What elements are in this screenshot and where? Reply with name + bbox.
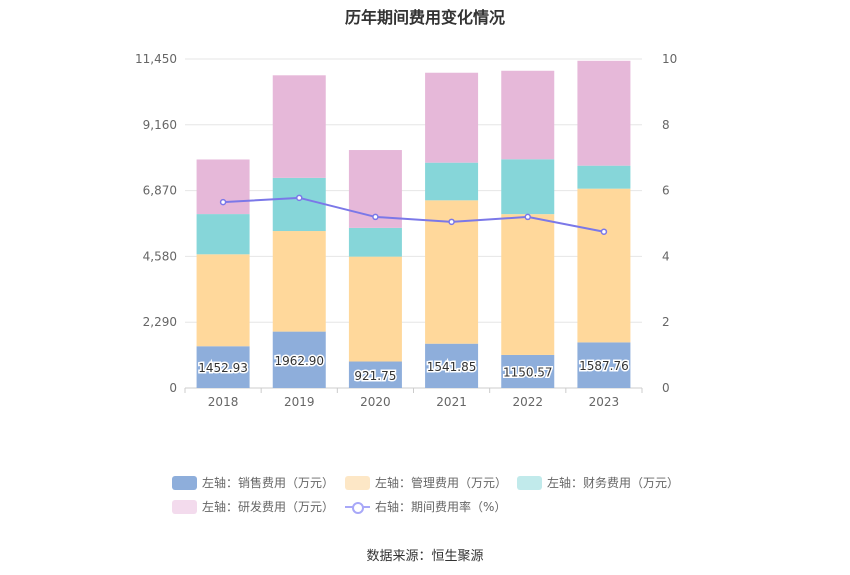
bars bbox=[196, 60, 631, 388]
bar-segment bbox=[577, 188, 631, 343]
rate-line-point bbox=[524, 213, 531, 221]
bar-data-label: 1452.93 bbox=[198, 361, 248, 375]
bar-segment bbox=[272, 177, 326, 232]
bar-segment bbox=[425, 72, 479, 163]
bar-segment bbox=[501, 214, 555, 355]
legend-item-admin[interactable]: 左轴：管理费用（万元） bbox=[345, 474, 507, 491]
left-axis-tick-label: 4,580 bbox=[143, 249, 177, 263]
rate-line-point bbox=[296, 194, 303, 202]
right-axis-tick-label: 4 bbox=[662, 249, 670, 263]
rate-line-point bbox=[372, 213, 379, 221]
bar-segment bbox=[272, 231, 326, 332]
legend-swatch-rate bbox=[345, 500, 370, 514]
right-axis-tick-label: 2 bbox=[662, 315, 670, 329]
bar-segment bbox=[348, 256, 402, 362]
legend-item-finance[interactable]: 左轴：财务费用（万元） bbox=[517, 474, 679, 491]
bar-segment bbox=[501, 70, 555, 160]
bar-segment bbox=[577, 342, 631, 388]
x-axis-tick-label: 2020 bbox=[360, 395, 391, 409]
x-axis-tick-label: 2019 bbox=[284, 395, 315, 409]
rate-line-point bbox=[448, 218, 455, 226]
legend-label-finance: 左轴：财务费用（万元） bbox=[547, 476, 680, 490]
bar-segment bbox=[425, 162, 479, 201]
rate-line bbox=[219, 194, 608, 235]
legend-item-rd[interactable]: 左轴：研发费用（万元） bbox=[172, 498, 334, 515]
axes: 0 0 2,290 2 4,580 4 6,870 6 9,160 8 11,450 10 2018 20… bbox=[135, 52, 677, 409]
legend-item-sales[interactable]: 左轴：销售费用（万元） bbox=[172, 474, 334, 491]
bar-segment bbox=[196, 159, 250, 215]
bar-data-label: 921.75 bbox=[354, 369, 396, 383]
bar-segment bbox=[196, 214, 250, 255]
data-labels: 1452.93 1962.90 921.75 1541.85 1150.57 1587.7… bbox=[197, 352, 630, 384]
right-axis-tick-label: 6 bbox=[662, 184, 670, 198]
legend-swatch-finance bbox=[517, 475, 542, 490]
legend-label-rate: 右轴：期间费用率（%） bbox=[375, 500, 507, 514]
right-axis-tick-label: 0 bbox=[662, 381, 670, 395]
bar-segment bbox=[348, 227, 402, 257]
x-axis-tick-label: 2022 bbox=[512, 395, 543, 409]
bar-segment bbox=[196, 346, 250, 388]
left-axis-tick-label: 9,160 bbox=[143, 118, 177, 132]
x-axis-tick-label: 2018 bbox=[208, 395, 239, 409]
bar-data-label: 1541.85 bbox=[427, 360, 477, 374]
bar-segment bbox=[272, 331, 326, 388]
rate-line-point bbox=[219, 198, 227, 206]
bar-data-label: 1962.90 bbox=[274, 354, 324, 368]
legend-label-admin: 左轴：管理费用（万元） bbox=[375, 476, 508, 490]
left-axis-tick-label: 2,290 bbox=[143, 315, 177, 329]
rate-line-path bbox=[223, 196, 605, 233]
right-axis-tick-label: 8 bbox=[662, 118, 670, 132]
chart-title: 历年期间费用变化情况 bbox=[344, 8, 505, 27]
left-axis-tick-label: 11,450 bbox=[135, 52, 177, 66]
bar-segment bbox=[501, 354, 555, 388]
legend-swatch-sales bbox=[172, 475, 197, 490]
legend-swatch-rd bbox=[172, 499, 197, 514]
bar-segment bbox=[577, 60, 631, 166]
legend-swatch-admin bbox=[345, 475, 370, 490]
x-axis-tick-label: 2021 bbox=[436, 395, 467, 409]
x-axis-tick-label: 2023 bbox=[589, 395, 620, 409]
legend-item-rate[interactable]: 右轴：期间费用率（%） bbox=[345, 498, 506, 515]
data-source: 数据来源：恒生聚源 bbox=[366, 549, 484, 564]
legend-label-sales: 左轴：销售费用（万元） bbox=[202, 476, 335, 490]
bar-segment bbox=[196, 254, 250, 347]
bar-segment bbox=[348, 361, 402, 388]
rate-line-point bbox=[600, 228, 608, 235]
right-axis-tick-label: 10 bbox=[662, 52, 677, 66]
bar-segment bbox=[425, 343, 479, 388]
legend-label-rd: 左轴：研发费用（万元） bbox=[202, 500, 335, 514]
bar-segment bbox=[501, 159, 555, 215]
chart-plot: 1452.93 1962.90 921.75 1541.85 1150.57 1587.7… bbox=[135, 52, 677, 409]
left-axis-tick-label: 6,870 bbox=[143, 184, 177, 198]
left-axis-tick-label: 0 bbox=[169, 381, 177, 395]
grid-lines bbox=[185, 58, 642, 389]
bar-data-label: 1587.76 bbox=[579, 359, 629, 373]
bar-segment bbox=[272, 75, 326, 178]
bar-segment bbox=[577, 165, 631, 189]
bar-data-label: 1150.57 bbox=[503, 365, 553, 379]
